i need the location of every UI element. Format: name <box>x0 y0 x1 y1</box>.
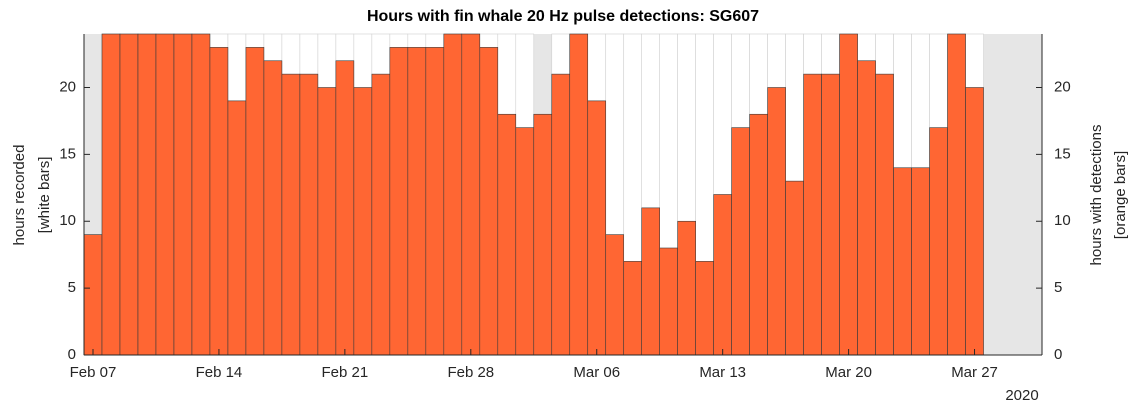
detection-bar <box>191 33 211 356</box>
x-tick-label: Feb 28 <box>447 364 494 381</box>
detection-bar <box>767 87 786 356</box>
detection-bar <box>281 73 301 356</box>
x-tick-label: Mar 20 <box>825 364 872 381</box>
detection-bar <box>893 167 912 356</box>
detection-bar <box>389 47 409 356</box>
x-tick-label: Feb 07 <box>70 364 117 381</box>
detection-bar <box>479 47 499 356</box>
detection-bar <box>353 87 373 356</box>
year-label: 2020 <box>1005 387 1038 404</box>
detection-bar <box>137 33 157 356</box>
detection-bar <box>821 73 840 356</box>
detection-bar <box>695 261 714 356</box>
detection-bar <box>947 33 966 356</box>
detection-bar <box>425 47 445 356</box>
y-axis-label: [white bars] <box>36 157 53 234</box>
detection-bar <box>173 33 193 356</box>
detection-bar <box>839 33 858 356</box>
detection-bar <box>929 127 948 356</box>
detection-bar <box>263 60 283 356</box>
x-tick-label: Feb 21 <box>322 364 369 381</box>
detection-bar <box>209 47 229 356</box>
detection-bar <box>587 100 607 356</box>
detection-bar <box>875 73 894 356</box>
detection-bar <box>965 87 984 356</box>
detection-bar <box>569 33 589 356</box>
detection-bar <box>623 261 643 356</box>
y2-axis-label: [orange bars] <box>1112 151 1129 239</box>
detection-bar <box>155 33 175 356</box>
detection-bar <box>461 33 481 356</box>
detection-bar <box>659 247 678 356</box>
detection-bar <box>713 194 732 356</box>
detection-bar <box>443 33 463 356</box>
x-tick-label: Feb 14 <box>196 364 243 381</box>
y2-tick-label: 5 <box>1054 279 1062 296</box>
detection-bar <box>551 73 571 356</box>
y-tick-label: 15 <box>59 145 76 162</box>
detection-bar <box>857 60 876 356</box>
y2-axis-label: hours with detections <box>1088 125 1105 266</box>
y-tick-label: 10 <box>59 212 76 229</box>
chart-title: Hours with fin whale 20 Hz pulse detecti… <box>367 8 759 25</box>
y2-tick-label: 0 <box>1054 346 1062 363</box>
y2-tick-label: 15 <box>1054 145 1071 162</box>
detection-bar <box>245 47 265 356</box>
x-tick-label: Mar 06 <box>573 364 620 381</box>
detection-bar <box>677 220 696 356</box>
detection-bar <box>317 87 337 356</box>
y-axis-label: hours recorded <box>11 145 28 246</box>
detection-bar <box>533 113 553 356</box>
detection-bar <box>515 127 535 356</box>
y2-tick-label: 10 <box>1054 212 1071 229</box>
x-tick-label: Mar 27 <box>951 364 998 381</box>
detection-bar <box>119 33 139 356</box>
x-tick-label: Mar 13 <box>699 364 746 381</box>
detection-bar <box>641 207 660 356</box>
detection-bar <box>83 234 103 356</box>
detection-bar <box>731 127 750 356</box>
y-tick-label: 0 <box>68 346 76 363</box>
y-tick-label: 20 <box>59 78 76 95</box>
detection-bar <box>749 113 768 356</box>
detection-bar <box>371 73 391 356</box>
detection-bar <box>497 113 517 356</box>
detection-bar <box>785 180 804 356</box>
detection-bar <box>911 167 930 356</box>
detection-bar <box>407 47 427 356</box>
detection-bar <box>101 33 121 356</box>
detection-bar <box>335 60 355 356</box>
detection-bar <box>299 73 319 356</box>
detection-bar <box>803 73 822 356</box>
y-tick-label: 5 <box>68 279 76 296</box>
detection-bar <box>227 100 247 356</box>
y2-tick-label: 20 <box>1054 78 1071 95</box>
detection-bar <box>605 234 625 356</box>
